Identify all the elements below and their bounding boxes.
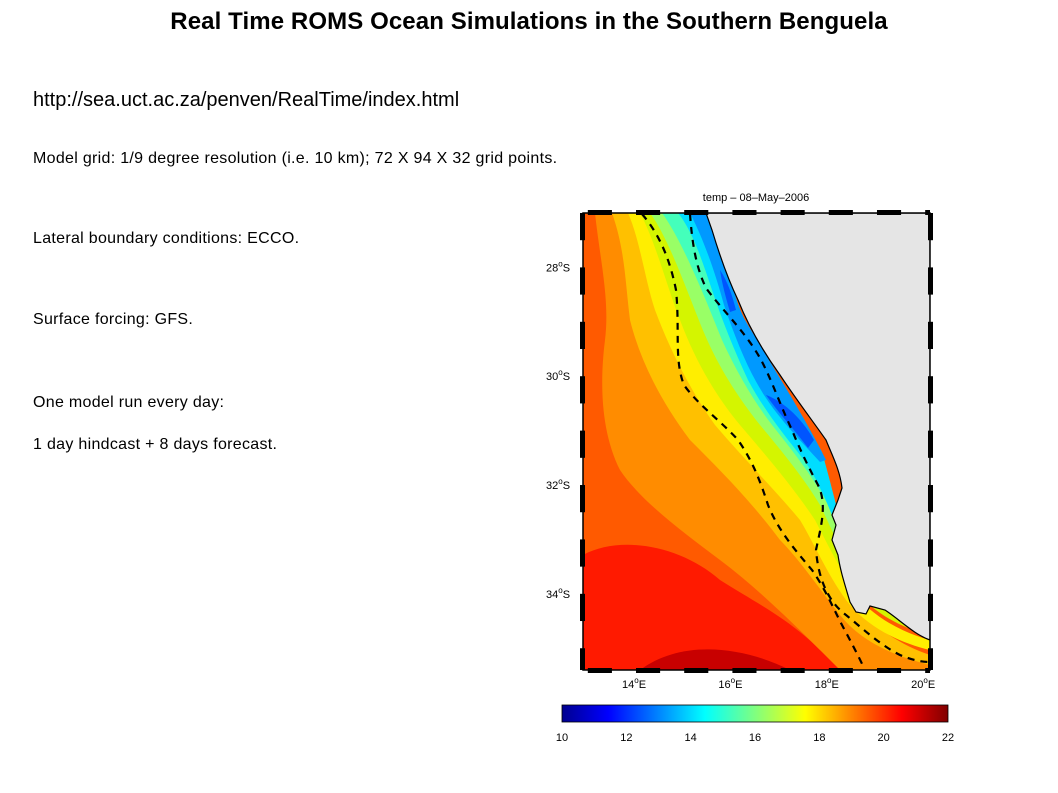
- frame-segment: [928, 593, 933, 622]
- frame-segment: [876, 210, 902, 215]
- colorbar-tick-label: 16: [749, 732, 761, 744]
- frame-segment: [580, 213, 585, 241]
- grid-info-text: Model grid: 1/9 degree resolution (i.e. …: [33, 150, 558, 167]
- frame-segment: [732, 668, 757, 673]
- frame-segment: [876, 668, 902, 673]
- temperature-field: [583, 213, 930, 670]
- forecast-text: 1 day hindcast + 8 days forecast.: [33, 436, 278, 453]
- frame-segment: [928, 321, 933, 350]
- isotherm-contours: [641, 213, 930, 669]
- latitude-labels: 28oS 30oS 32oS 34oS: [546, 259, 570, 600]
- longitude-label: 14oE: [622, 676, 646, 691]
- longitude-label: 18oE: [815, 676, 839, 691]
- frame-segment: [780, 668, 805, 673]
- frame-segment: [828, 210, 853, 215]
- frame-segment: [636, 668, 661, 673]
- latitude-label: 30oS: [546, 368, 570, 383]
- frame-segment: [580, 485, 585, 513]
- colorbar-tick-label: 20: [878, 732, 890, 744]
- frame-segment: [684, 210, 709, 215]
- frame-segment: [684, 668, 709, 673]
- colorbar-tick-label: 10: [556, 732, 568, 744]
- frame-segment: [636, 210, 661, 215]
- latitude-label: 34oS: [546, 586, 570, 601]
- frame-segment: [580, 267, 585, 295]
- frame-segment: [580, 376, 585, 404]
- colorbar-ticks: 10 12 14 16 18 20 22: [556, 732, 954, 744]
- frame-segment: [580, 539, 585, 567]
- colorbar-tick-label: 18: [813, 732, 825, 744]
- colorbar-tick-label: 14: [685, 732, 697, 744]
- temperature-map-figure: temp – 08–May–2006 28oS 30oS 32oS 34oS 14: [520, 184, 958, 750]
- frame-ticks-top: [587, 210, 930, 215]
- frame-segment: [925, 210, 930, 215]
- frame-segment: [580, 430, 585, 458]
- page-title: Real Time ROMS Ocean Simulations in the …: [170, 8, 888, 35]
- frame-segment: [928, 539, 933, 567]
- frame-segment: [925, 668, 930, 673]
- frame-ticks-bottom: [587, 668, 930, 673]
- frame-ticks-left: [580, 213, 585, 670]
- latitude-label: 28oS: [546, 259, 570, 274]
- source-url[interactable]: http://sea.uct.ac.za/penven/RealTime/ind…: [33, 89, 460, 111]
- map-title: temp – 08–May–2006: [703, 192, 809, 204]
- surface-forcing-text: Surface forcing: GFS.: [33, 311, 194, 328]
- boundary-conditions-text: Lateral boundary conditions: ECCO.: [33, 230, 300, 247]
- frame-segment: [732, 210, 757, 215]
- longitude-label: 20oE: [911, 676, 935, 691]
- longitude-label: 16oE: [718, 676, 742, 691]
- model-run-text: One model run every day:: [33, 394, 225, 411]
- frame-segment: [928, 648, 933, 670]
- land-polygon: [705, 213, 930, 641]
- frame-segment: [780, 210, 805, 215]
- colorbar-tick-label: 22: [942, 732, 954, 744]
- longitude-labels: 14oE 16oE 18oE 20oE: [622, 676, 935, 691]
- colorbar-tick-label: 12: [620, 732, 632, 744]
- frame-segment: [580, 321, 585, 350]
- latitude-label: 32oS: [546, 477, 570, 492]
- frame-segment: [580, 648, 585, 670]
- frame-segment: [587, 668, 612, 673]
- frame-ticks-right: [928, 213, 933, 670]
- frame-segment: [928, 376, 933, 404]
- frame-segment: [928, 430, 933, 458]
- colorbar: [561, 704, 949, 723]
- frame-segment: [828, 668, 853, 673]
- frame-segment: [580, 593, 585, 622]
- frame-segment: [587, 210, 612, 215]
- frame-segment: [928, 213, 933, 241]
- frame-segment: [928, 267, 933, 295]
- frame-segment: [928, 485, 933, 513]
